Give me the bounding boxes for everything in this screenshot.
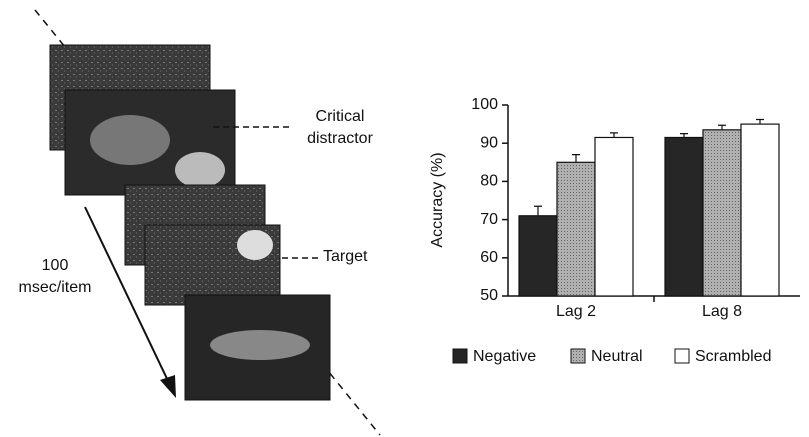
annotation: msec/item — [19, 279, 92, 296]
y-tick-label: 80 — [480, 173, 498, 190]
bar — [702, 129, 742, 297]
image-detail — [210, 330, 310, 360]
y-tick-label: 70 — [480, 211, 498, 228]
y-axis-label: Accuracy (%) — [429, 152, 446, 247]
bar — [664, 136, 704, 297]
error-bar — [680, 133, 688, 138]
y-tick-label: 100 — [471, 96, 498, 113]
legend-label: Negative — [473, 348, 536, 365]
error-bar — [756, 118, 764, 125]
image-detail — [237, 230, 273, 260]
error-bar — [718, 124, 726, 130]
error-bar — [610, 132, 618, 138]
error-bar — [572, 154, 580, 163]
time-arrow — [84, 206, 171, 386]
bar — [556, 161, 596, 297]
legend-label: Scrambled — [695, 348, 771, 365]
annotation: distractor — [307, 130, 373, 147]
image-detail — [175, 152, 225, 188]
y-tick-label: 90 — [480, 134, 498, 151]
arrow-head — [160, 375, 176, 398]
rsvp-diagram: Critical distractor Target 100 msec/item — [19, 9, 381, 436]
bar — [594, 136, 634, 297]
legend-swatch — [452, 348, 468, 364]
x-tick-label: Lag 8 — [702, 303, 742, 320]
annotation: Critical — [316, 108, 365, 125]
legend-swatch — [674, 348, 690, 364]
image-detail — [90, 115, 170, 165]
legend-swatch — [570, 348, 586, 364]
annotation: 100 — [42, 257, 69, 274]
error-bar — [534, 205, 542, 216]
bar — [740, 123, 780, 297]
y-tick-label: 60 — [480, 249, 498, 266]
annotation: Target — [323, 248, 368, 265]
legend-label: Neutral — [591, 348, 643, 365]
x-tick-label: Lag 2 — [556, 303, 596, 320]
y-tick-label: 50 — [480, 287, 498, 304]
bar — [518, 215, 558, 297]
